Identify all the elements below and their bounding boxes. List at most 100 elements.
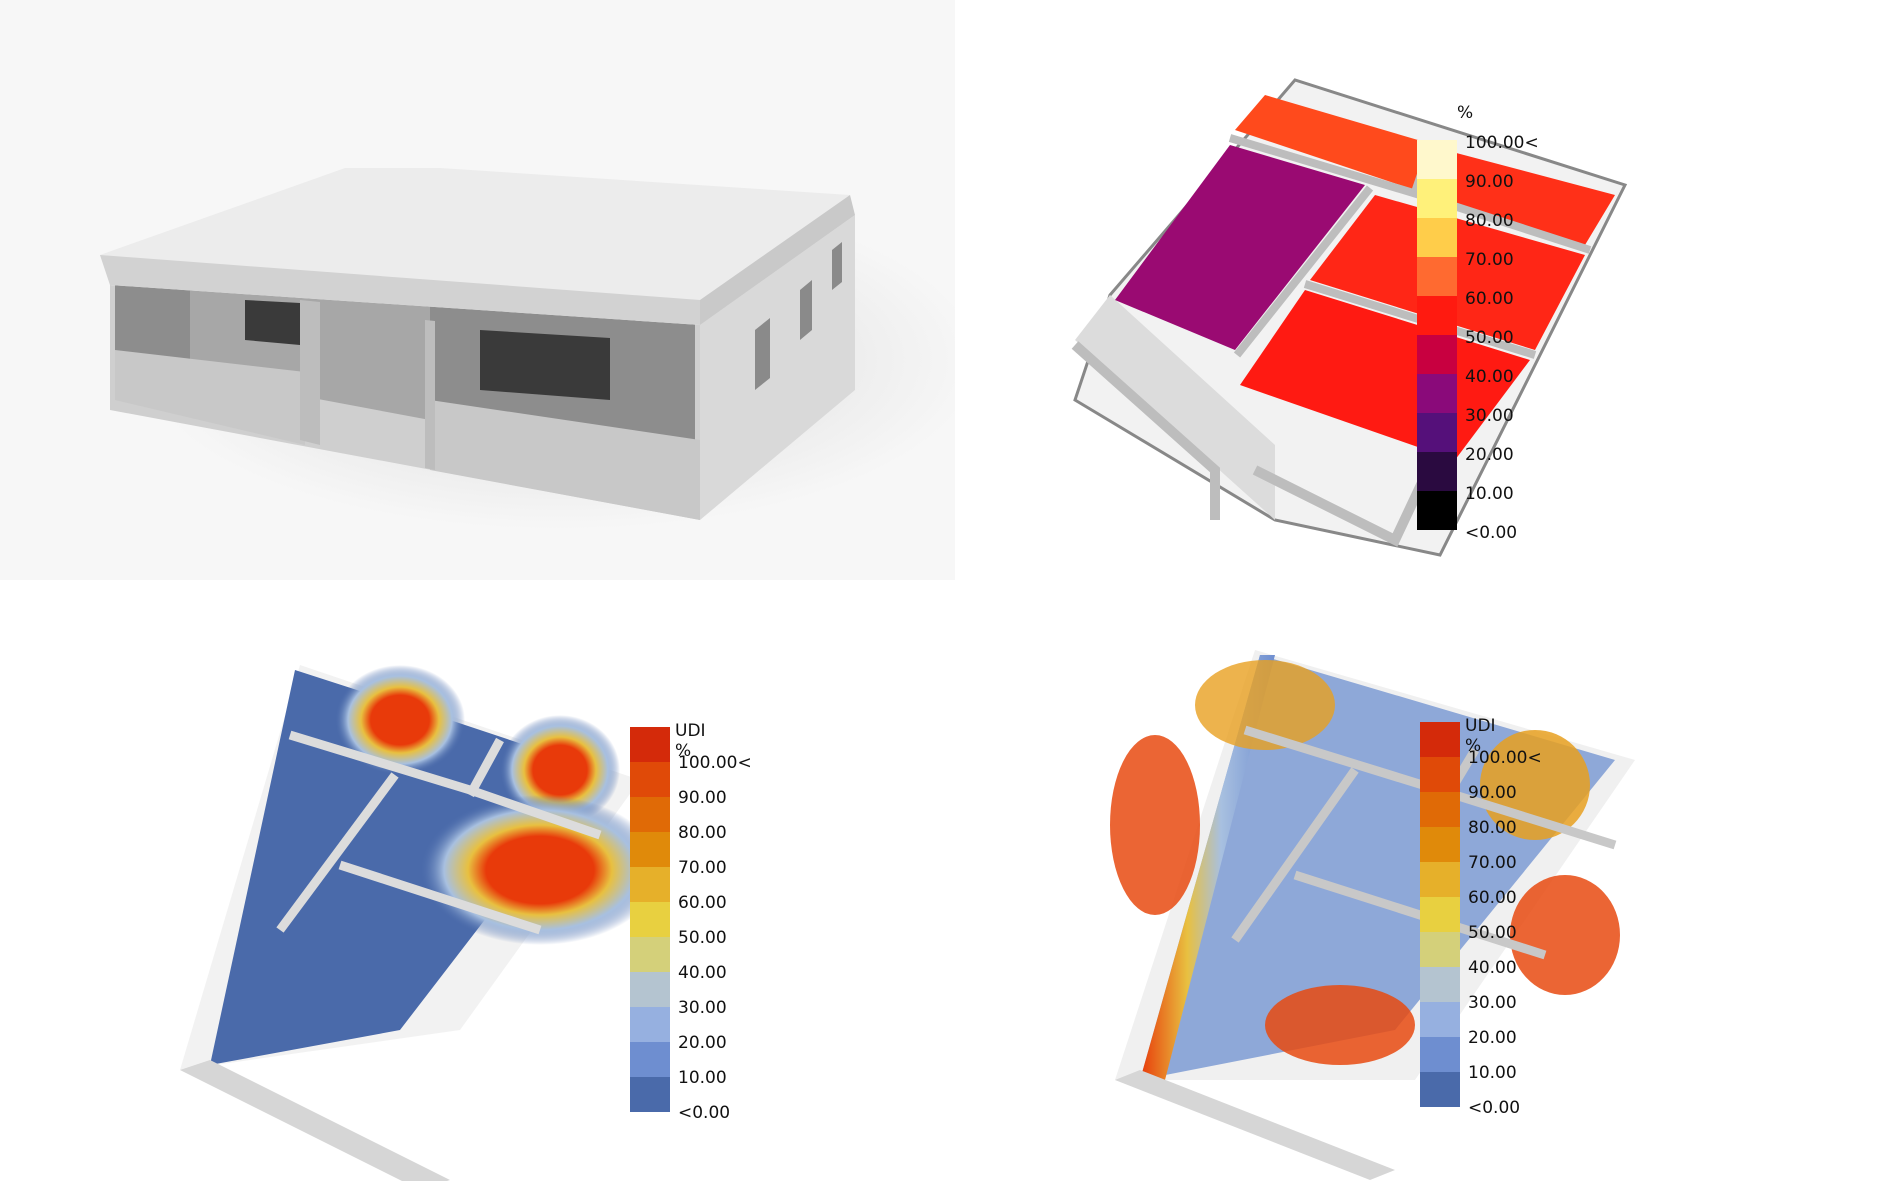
legend-label: 50.00	[1468, 923, 1517, 943]
udi-hotspot	[335, 665, 465, 775]
legend-label: 100.00<	[1468, 748, 1542, 768]
column	[425, 320, 435, 470]
udi-hotspot	[1195, 660, 1335, 750]
room-zone	[1115, 145, 1365, 350]
legend-label: 70.00	[1465, 250, 1514, 270]
legend-label: 50.00	[1465, 328, 1514, 348]
legend-title: UDI %	[1465, 716, 1496, 756]
legend-swatch	[1417, 413, 1457, 452]
legend-title: %	[1457, 103, 1474, 123]
legend-label: 20.00	[1468, 1028, 1517, 1048]
legend-label: 80.00	[1465, 211, 1514, 231]
front-window	[245, 300, 300, 345]
legend-swatch	[1420, 862, 1460, 897]
legend-swatch	[630, 1007, 670, 1042]
legend-label: 20.00	[678, 1033, 727, 1053]
legend-swatch	[630, 1077, 670, 1112]
legend-label: 90.00	[678, 788, 727, 808]
porch-floor	[1115, 1070, 1395, 1180]
side-window	[800, 280, 812, 340]
legend-swatch	[1420, 1037, 1460, 1072]
porch-floor	[180, 1060, 450, 1181]
legend-label: <0.00	[1465, 523, 1518, 543]
porch-wall	[1071, 341, 1220, 520]
legend-swatch	[1417, 140, 1457, 179]
legend-swatch	[1417, 374, 1457, 413]
legend-label: 80.00	[1468, 818, 1517, 838]
heatmap-panel-2: UDI % 100.00< 90.00 80.00 70.00 60.00 50.00 40…	[40, 610, 920, 1181]
legend-swatch	[630, 1042, 670, 1077]
udi-edge-zone	[1140, 655, 1275, 1080]
legend-swatch	[1420, 1002, 1460, 1037]
heatmap-panel-3: UDI % 100.00< 90.00 80.00 70.00 60.00 50.00 40…	[975, 610, 1890, 1181]
floor-plan-heatmap-3	[1110, 650, 1635, 1180]
side-window	[755, 318, 770, 390]
legend-swatch	[1420, 967, 1460, 1002]
side-window	[832, 242, 842, 290]
legend-label: 90.00	[1468, 783, 1517, 803]
legend-swatch	[630, 902, 670, 937]
legend-swatch	[1417, 452, 1457, 491]
room-zone	[1235, 95, 1435, 190]
building-exterior-render	[100, 168, 955, 530]
legend-swatch	[1417, 179, 1457, 218]
parapet-wall	[115, 350, 305, 445]
legend-label: 10.00	[678, 1068, 727, 1088]
legend-swatch	[1420, 722, 1460, 757]
legend-label: 60.00	[678, 893, 727, 913]
interior-walls	[276, 730, 602, 935]
room-zone	[1240, 290, 1530, 460]
legend-swatch	[1420, 897, 1460, 932]
legend-swatch	[1420, 932, 1460, 967]
legend-label: <0.00	[1468, 1098, 1521, 1118]
exterior-view-panel	[0, 0, 955, 580]
legend-label: 40.00	[678, 963, 727, 983]
legend-swatch	[1417, 257, 1457, 296]
roof-edge	[100, 255, 700, 325]
legend-label: 10.00	[1468, 1063, 1517, 1083]
legend-label: 10.00	[1465, 484, 1514, 504]
legend-label: 20.00	[1465, 445, 1514, 465]
legend-label: 30.00	[678, 998, 727, 1018]
legend-swatch	[1417, 296, 1457, 335]
side-wall	[700, 215, 855, 520]
legend-label: 50.00	[678, 928, 727, 948]
legend-label: 100.00<	[678, 753, 752, 773]
roof-edge-side	[700, 195, 855, 325]
legend-swatch	[1420, 792, 1460, 827]
legend-swatch	[630, 972, 670, 1007]
legend-label: 90.00	[1465, 172, 1514, 192]
legend-swatch	[630, 867, 670, 902]
legend-swatch	[1420, 757, 1460, 792]
legend-label: 70.00	[678, 858, 727, 878]
legend-label: 60.00	[1465, 289, 1514, 309]
legend-swatch	[1420, 827, 1460, 862]
floor-plan-heatmap-1	[1071, 78, 1628, 557]
legend-swatch	[1420, 1072, 1460, 1107]
udi-hotspot	[1265, 985, 1415, 1065]
parapet-wall	[430, 400, 700, 520]
legend-swatch	[630, 762, 670, 797]
porch-floor	[1075, 295, 1275, 520]
legend-label: <0.00	[678, 1103, 731, 1123]
legend-swatch	[630, 937, 670, 972]
legend-swatch	[1417, 491, 1457, 530]
legend-title: UDI %	[675, 721, 706, 761]
heatmap-panel-1: % 100.00< 90.00 80.00 70.00 60.00 50.00 40.00 3…	[975, 0, 1890, 580]
legend-label: 70.00	[1468, 853, 1517, 873]
udi-hotspot	[1510, 875, 1620, 995]
column	[300, 300, 320, 445]
legend-swatch	[1417, 335, 1457, 374]
front-window	[480, 330, 610, 400]
legend-swatch	[1417, 218, 1457, 257]
legend-label: 100.00<	[1465, 133, 1539, 153]
floor-plan-heatmap-2	[180, 665, 660, 1181]
legend-label: 60.00	[1468, 888, 1517, 908]
udi-hotspot	[1110, 735, 1200, 915]
room-zone	[1420, 150, 1615, 245]
legend-label: 30.00	[1465, 406, 1514, 426]
legend-label: 80.00	[678, 823, 727, 843]
legend-label: 30.00	[1468, 993, 1517, 1013]
legend-label: 40.00	[1465, 367, 1514, 387]
legend-swatch	[630, 832, 670, 867]
